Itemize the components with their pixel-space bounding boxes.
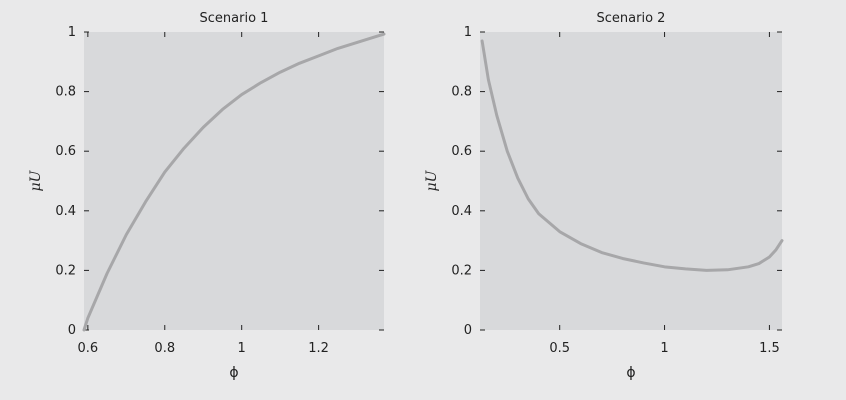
chart-scenario-1: Scenario 1 μU ϕ 0 0.2 0.4 0.6 0.8 1 0.6 0.8 1 1.2 [28,11,386,381]
x-axis-label-scenario-1: ϕ [229,365,238,381]
series-line-1-0 [82,32,386,332]
y-tick-label-2-0: 0 [464,323,472,338]
chart-scenario-2: Scenario 2 μU ϕ 0 0.2 0.4 0.6 0.8 1 0.5 1 1.5 [424,11,784,381]
y-tick-label-2-1: 0.2 [451,263,472,278]
y-tick-label-1-1: 0.2 [55,263,76,278]
x-tick-label-1-0: 0.6 [78,341,99,356]
y-tick-label-1-5: 1 [68,25,76,40]
y-tick-label-1-3: 0.6 [55,144,76,159]
chart-title-scenario-1: Scenario 1 [200,11,269,26]
y-tick-label-1-2: 0.4 [55,204,76,219]
y-tick-label-2-4: 0.8 [451,85,472,100]
marks-scenario-1: 0 0.2 0.4 0.6 0.8 1 0.6 0.8 1 1.2 [55,25,386,356]
y-tick-label-1-0: 0 [68,323,76,338]
y-tick-label-2-3: 0.6 [451,144,472,159]
y-axis-label-scenario-1: μU [28,169,44,191]
y-tick-label-2-2: 0.4 [451,204,472,219]
y-tick-label-2-5: 1 [464,25,472,40]
x-axis-label-scenario-2: ϕ [626,365,635,381]
x-tick-label-1-2: 1 [238,341,246,356]
x-tick-label-1-1: 0.8 [154,341,175,356]
x-tick-label-2-0: 0.5 [549,341,570,356]
series-line-2-0 [480,39,784,272]
x-tick-label-1-3: 1.2 [308,341,329,356]
plot-area-scenario-1 [84,32,384,330]
chart-title-scenario-2: Scenario 2 [597,11,666,26]
x-tick-label-2-2: 1.5 [759,341,780,356]
marks-scenario-2: 0 0.2 0.4 0.6 0.8 1 0.5 1 1.5 [451,25,784,356]
x-tick-label-2-1: 1 [660,341,668,356]
y-tick-label-1-4: 0.8 [55,85,76,100]
y-axis-label-scenario-2: μU [424,169,440,191]
plot-area-scenario-2 [480,32,782,330]
